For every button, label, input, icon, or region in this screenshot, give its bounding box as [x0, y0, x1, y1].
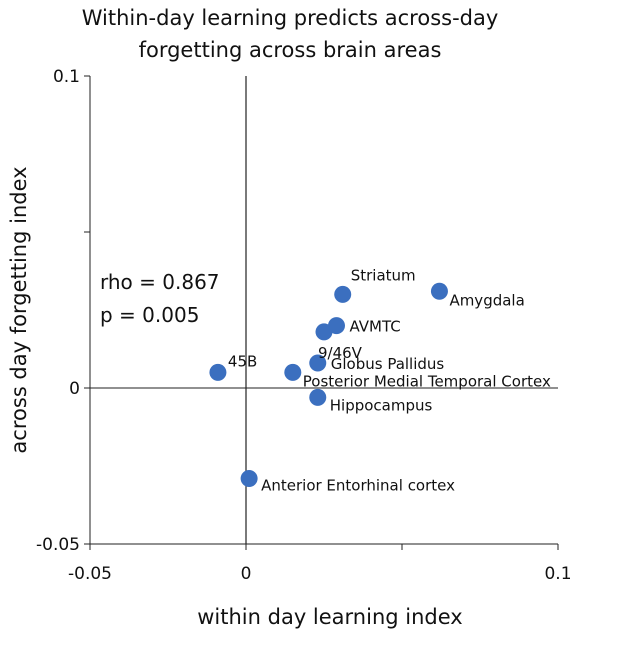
x-tick-label: 0 — [241, 564, 252, 584]
data-point-label: Striatum — [351, 266, 416, 284]
y-tick-label: -0.05 — [36, 535, 80, 555]
axes-layer: -0.05 0 0.1 -0.05 0 0.1 — [36, 67, 572, 584]
data-point — [284, 363, 302, 381]
data-point-label: 45B — [228, 352, 257, 370]
data-point-label: 9/46V — [318, 344, 363, 362]
chart-title-line-2: forgetting across brain areas — [138, 38, 442, 62]
data-point-label: Posterior Medial Temporal Cortex — [303, 372, 551, 390]
data-point-label: Hippocampus — [330, 396, 433, 414]
data-point — [334, 285, 352, 303]
data-point-label: Globus Pallidus — [331, 355, 445, 373]
data-point-label: Amygdala — [449, 291, 524, 309]
data-point-label: AVMTC — [349, 318, 400, 336]
data-point — [315, 323, 333, 341]
chart-title: Within-day learning predicts across-day … — [0, 2, 580, 66]
data-point — [240, 469, 258, 487]
x-tick-label: 0.1 — [544, 564, 571, 584]
p-value-annotation: p = 0.005 — [100, 303, 199, 327]
data-point-label: Anterior Entorhinal cortex — [261, 476, 455, 494]
y-tick-label: 0 — [69, 379, 80, 399]
data-point — [209, 363, 227, 381]
data-point — [309, 354, 327, 372]
x-axis-label: within day learning index — [197, 605, 462, 629]
chart-title-line-1: Within-day learning predicts across-day — [81, 6, 499, 30]
y-axis-label: across day forgetting index — [7, 166, 31, 453]
data-point — [430, 282, 448, 300]
data-point — [309, 388, 327, 406]
y-tick-label: 0.1 — [53, 67, 80, 87]
rho-annotation: rho = 0.867 — [100, 270, 220, 294]
x-tick-label: -0.05 — [68, 564, 112, 584]
points-layer — [209, 282, 448, 487]
